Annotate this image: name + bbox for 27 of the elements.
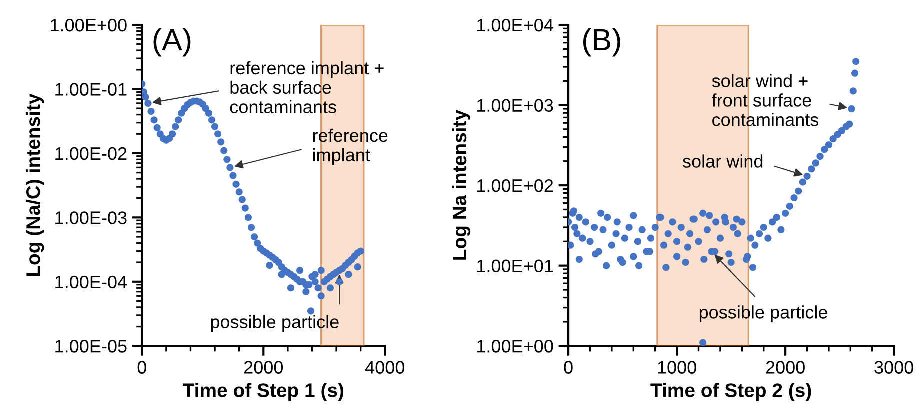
y-tick-label: 1.00E-05 — [56, 340, 127, 353]
x-tick-label: 0 — [564, 361, 573, 374]
y-tick-label: 1.00E-03 — [56, 212, 127, 224]
y-tick-label: 1.00E-04 — [56, 276, 128, 289]
annotation: reference implant — [313, 128, 388, 166]
x-axis-title: Time of Step 2 (s) — [650, 383, 812, 402]
annotation: possible particle — [700, 306, 828, 322]
y-tick-label: 1.00E-01 — [56, 83, 127, 96]
annotation: solar wind — [682, 154, 763, 168]
x-tick-label: 3000 — [874, 361, 914, 374]
y-axis-title: Log Na intensity — [452, 110, 471, 260]
x-tick-label: 2000 — [244, 361, 284, 374]
x-tick-label: 0 — [138, 361, 146, 374]
y-tick-label: 1.00E+04 — [478, 18, 554, 32]
y-tick-label: 1.00E+01 — [478, 260, 554, 273]
x-tick-label: 4000 — [365, 361, 405, 374]
y-tick-label: 1.00E-02 — [56, 147, 127, 160]
x-tick-label: 1000 — [658, 361, 696, 374]
x-tick-label: 2000 — [766, 361, 805, 374]
chart-title: (B) — [583, 28, 620, 57]
chart-title: (A) — [154, 28, 191, 57]
y-tick-label: 1.00E+00 — [51, 18, 127, 32]
x-axis-title: Time of Step 1 (s) — [183, 383, 344, 402]
y-tick-label: 1.00E+03 — [478, 99, 554, 112]
y-tick-label: 1.00E+02 — [478, 180, 554, 192]
y-axis-title: Log (Na/C) intensity — [26, 94, 44, 276]
y-tick-label: 1.00E+00 — [478, 340, 554, 353]
